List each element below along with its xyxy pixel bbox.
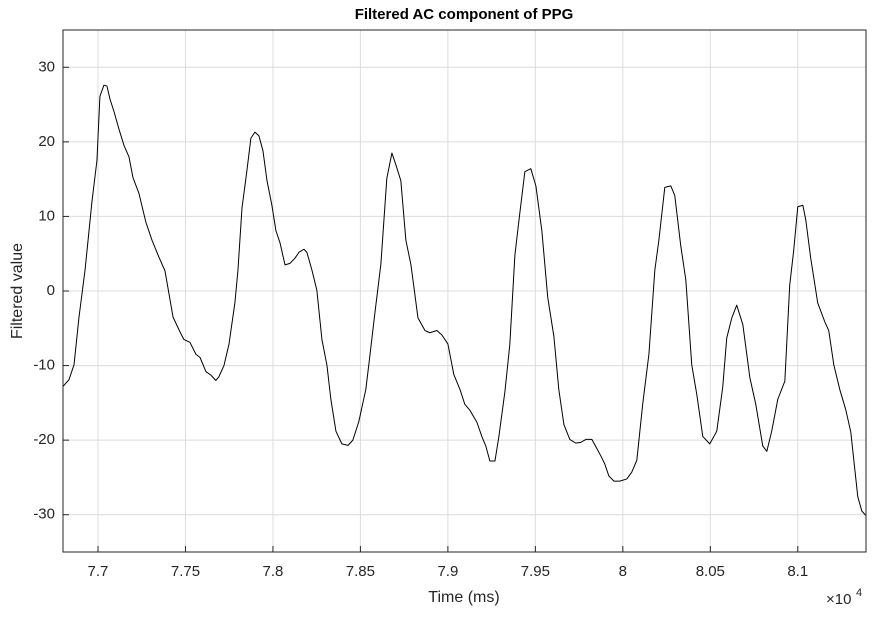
y-tick-label: -20 <box>33 431 55 448</box>
plot-lines <box>62 84 867 516</box>
x-tick-label: 7.75 <box>171 563 200 580</box>
x-tick-label: 7.85 <box>346 563 375 580</box>
y-tick-label: -10 <box>33 357 55 374</box>
y-tick-label: 0 <box>47 282 55 299</box>
y-axis-label: Filtered value <box>9 243 26 339</box>
x-axis-label: Time (ms) <box>428 589 499 606</box>
y-tick-label: 20 <box>38 133 55 150</box>
x-exponent: 4 <box>856 587 862 599</box>
y-tick-label: 10 <box>38 207 55 224</box>
x-tick-label: 8 <box>619 563 627 580</box>
x-tick-label: 7.95 <box>521 563 550 580</box>
x-tick-label: 7.8 <box>263 563 284 580</box>
y-tick-label: -30 <box>33 506 55 523</box>
x-tick-label: 8.1 <box>787 563 808 580</box>
chart-title: Filtered AC component of PPG <box>355 6 574 23</box>
x-tick-label: 7.9 <box>437 563 458 580</box>
data-line <box>62 84 867 516</box>
x-tick-label: 7.7 <box>88 563 109 580</box>
x-multiplier: ×10 <box>826 591 851 608</box>
grid <box>63 30 866 552</box>
x-tick-label: 8.05 <box>696 563 725 580</box>
y-tick-label: 30 <box>38 58 55 75</box>
